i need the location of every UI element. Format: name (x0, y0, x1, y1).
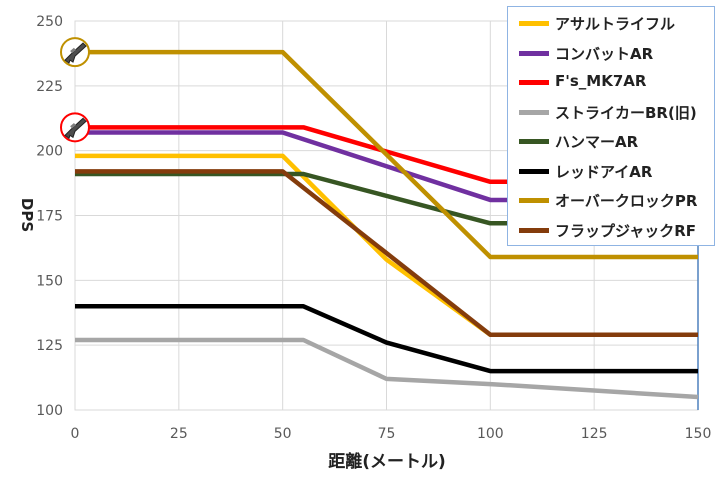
chart-legend: アサルトライフル コンバットAR F's_MK7AR ストライカーBR(旧) ハンマーA… (507, 6, 715, 246)
x-tick-label: 150 (685, 426, 712, 442)
legend-item: F's_MK7AR (508, 71, 714, 91)
legend-item: ハンマーAR (508, 130, 714, 151)
legend-swatch (519, 21, 549, 26)
legend-label: F's_MK7AR (555, 72, 647, 90)
marker-layer (60, 37, 90, 143)
legend-swatch (519, 50, 549, 56)
legend-swatch (519, 198, 549, 203)
legend-item: ストライカーBR(旧) (508, 101, 714, 122)
x-tick-label: 50 (274, 426, 292, 442)
y-tick-label: 225 (36, 79, 63, 95)
y-tick-label: 175 (36, 209, 63, 225)
legend-label: ハンマーAR (555, 133, 639, 151)
x-tick-label: 100 (477, 426, 504, 442)
y-tick-label: 200 (36, 144, 63, 160)
assault-rifle-icon (60, 37, 90, 68)
legend-swatch (519, 80, 549, 85)
y-tick-label: 150 (36, 273, 63, 289)
legend-item: コンバットAR (508, 42, 714, 63)
legend-swatch (519, 168, 549, 174)
legend-label: レッドアイAR (555, 162, 653, 181)
y-tick-label: 125 (36, 338, 63, 354)
x-tick-label: 25 (170, 426, 188, 442)
legend-label: フラップジャックRF (555, 221, 697, 240)
legend-item: レッドアイAR (508, 160, 714, 181)
x-tick-label: 0 (71, 426, 80, 442)
legend-item: オーバークロックPR (508, 189, 714, 210)
assault-rifle-icon (60, 112, 90, 143)
legend-label: アサルトライフル (555, 15, 676, 33)
y-axis-label: DPS (18, 198, 36, 232)
series-line (75, 49, 698, 260)
x-axis-label: 距離(メートル) (328, 451, 446, 472)
legend-swatch (519, 109, 549, 115)
series-line (75, 169, 698, 338)
legend-item: アサルトライフル (508, 12, 714, 33)
legend-label: コンバットAR (555, 44, 654, 63)
series-line (75, 304, 698, 374)
legend-label: ストライカーBR(旧) (555, 103, 697, 122)
y-tick-label: 250 (36, 14, 63, 30)
x-tick-label: 75 (378, 426, 396, 442)
tick-labels: 100 125 150 175 200 225 250 0 25 50 75 100 125 150 (36, 14, 711, 442)
legend-swatch (519, 139, 549, 144)
legend-item: フラップジャックRF (508, 219, 714, 240)
y-tick-label: 100 (36, 403, 63, 419)
x-tick-label: 125 (581, 426, 608, 442)
legend-label: オーバークロックPR (555, 192, 698, 210)
legend-swatch (519, 227, 549, 233)
series-line (75, 337, 699, 400)
